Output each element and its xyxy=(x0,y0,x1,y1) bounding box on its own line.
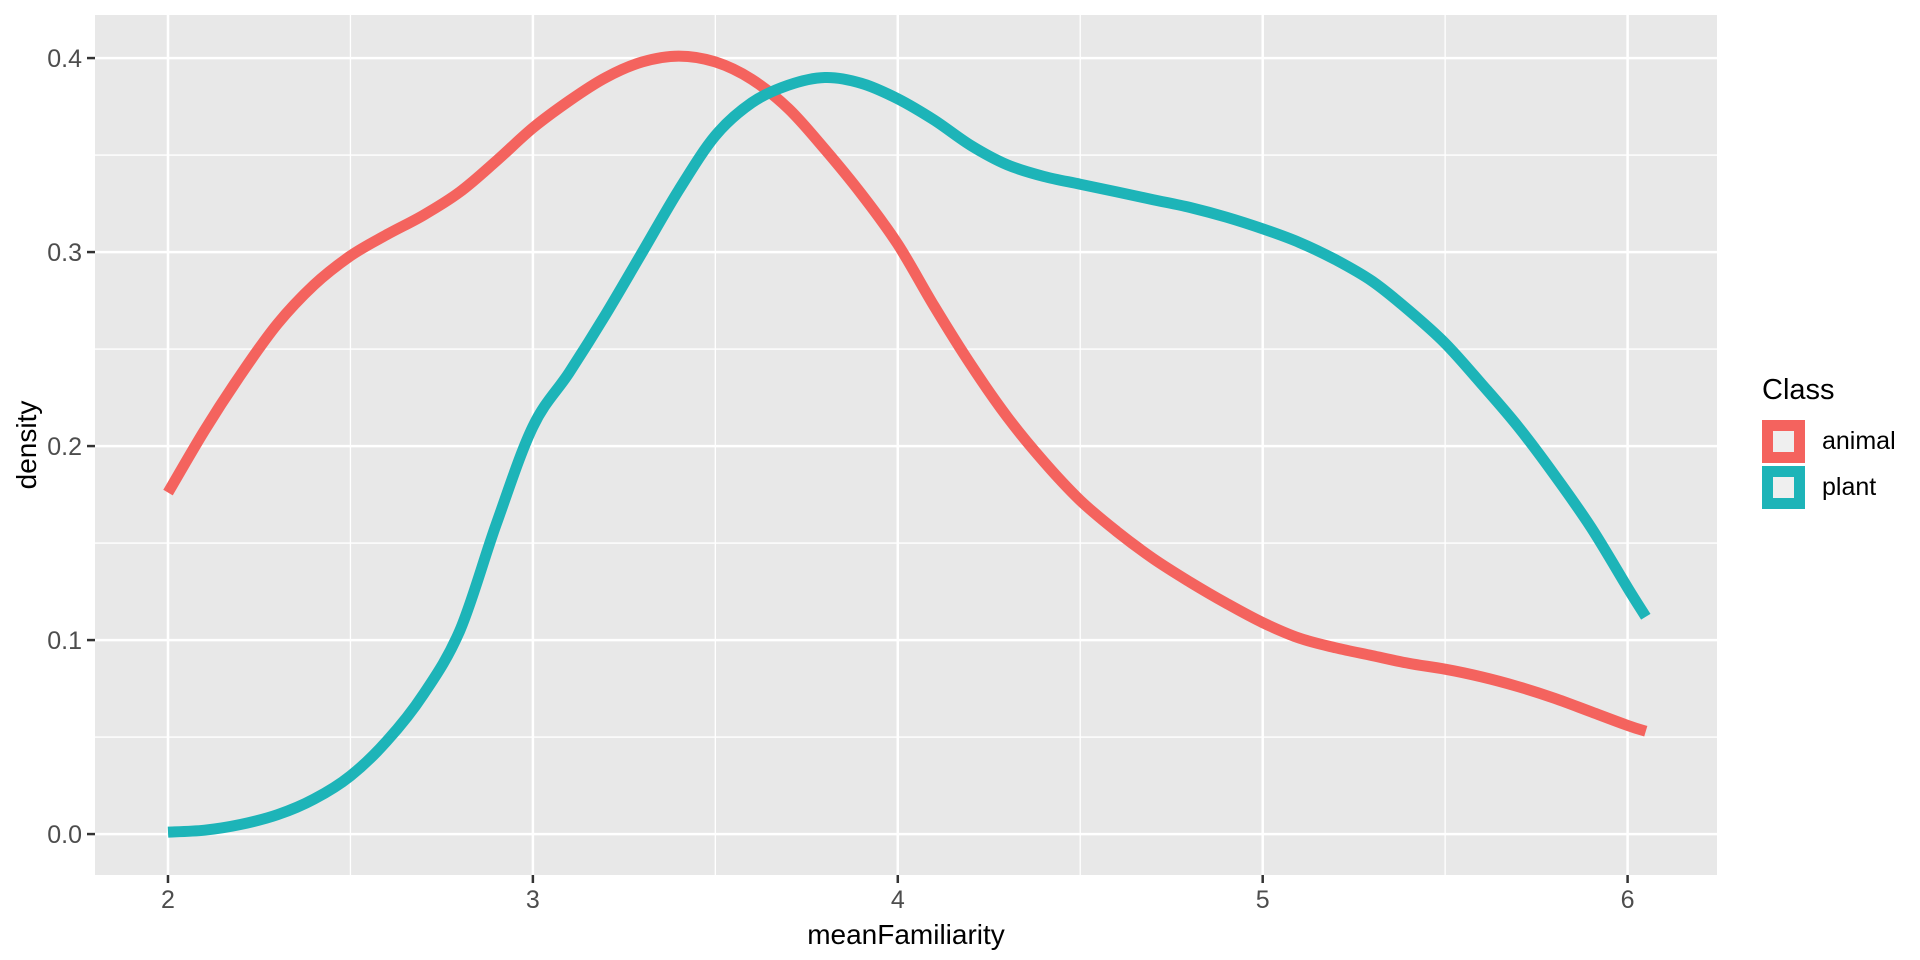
legend-label-plant: plant xyxy=(1822,473,1877,501)
axis-tick-labels: 2 3 4 5 6 0.0 0.1 0.2 0.3 0.4 xyxy=(47,45,1634,914)
x-tick-label: 6 xyxy=(1621,886,1635,914)
legend-title: Class xyxy=(1762,374,1835,406)
x-tick-label: 4 xyxy=(891,886,905,914)
legend-key-animal-icon xyxy=(1762,420,1805,463)
y-axis-title: density xyxy=(11,401,42,490)
grid-major-lines xyxy=(95,15,1717,875)
density-curves xyxy=(163,50,1651,838)
y-tick-label: 0.1 xyxy=(47,627,82,655)
legend-label-animal: animal xyxy=(1822,427,1896,455)
legend-entry-animal: animal xyxy=(1762,420,1896,463)
y-tick-label: 0.3 xyxy=(47,239,82,267)
y-tick-label: 0.2 xyxy=(47,433,82,461)
x-tick-label: 2 xyxy=(161,886,175,914)
axis-tick-marks xyxy=(87,56,1629,883)
legend: Class animal plant xyxy=(1762,376,1896,512)
legend-key-plant-icon xyxy=(1762,466,1805,509)
curve-plant xyxy=(167,71,1651,838)
legend-entry-plant: plant xyxy=(1762,466,1896,509)
y-tick-label: 0.4 xyxy=(47,45,82,73)
y-tick-label: 0.0 xyxy=(47,821,82,849)
x-tick-label: 5 xyxy=(1256,886,1270,914)
curve-animal xyxy=(163,50,1648,737)
x-tick-label: 3 xyxy=(526,886,540,914)
x-axis-title: meanFamiliarity xyxy=(807,919,1005,950)
